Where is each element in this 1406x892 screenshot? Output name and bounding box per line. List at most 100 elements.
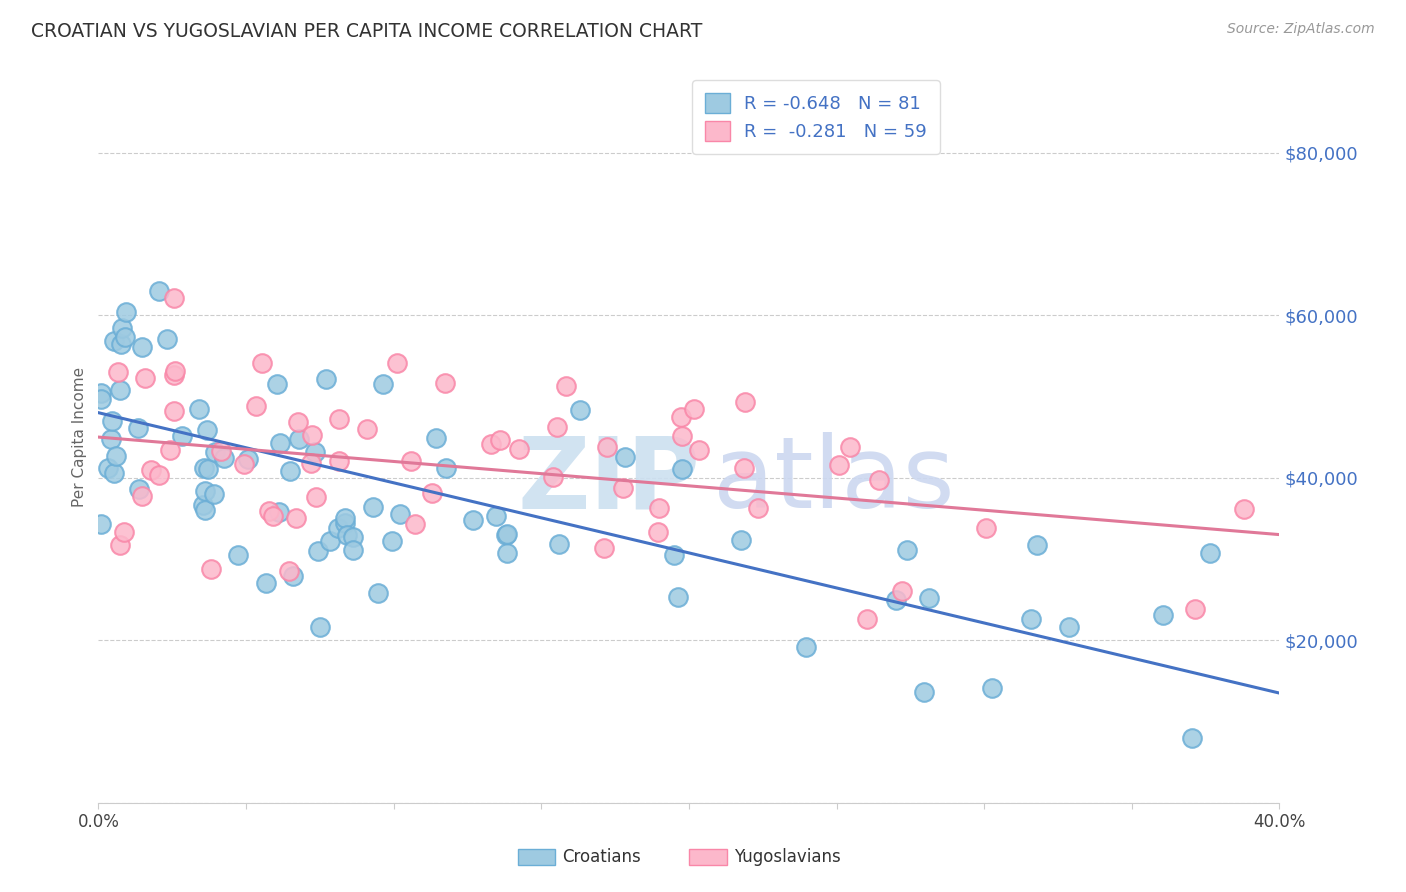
Point — [309, 620, 332, 634]
Point — [495, 546, 517, 560]
Text: Source: ZipAtlas.com: Source: ZipAtlas.com — [1227, 22, 1375, 37]
Point — [434, 461, 457, 475]
Point — [108, 383, 131, 397]
Point — [226, 549, 249, 563]
FancyBboxPatch shape — [689, 849, 727, 865]
Point — [912, 684, 935, 698]
Point — [662, 548, 685, 562]
Point — [108, 538, 131, 552]
Point — [103, 466, 125, 480]
Point — [111, 321, 134, 335]
Point — [318, 533, 340, 548]
Point — [128, 482, 150, 496]
Point — [257, 504, 280, 518]
Point — [361, 500, 384, 514]
Point — [666, 590, 689, 604]
Point — [277, 565, 299, 579]
Point — [855, 612, 877, 626]
Point — [193, 460, 215, 475]
Point — [342, 530, 364, 544]
Point — [1233, 501, 1256, 516]
Point — [148, 285, 170, 299]
Point — [101, 414, 124, 428]
Point — [328, 412, 350, 426]
Point — [299, 456, 322, 470]
Point — [107, 365, 129, 379]
Point — [839, 440, 862, 454]
Point — [671, 429, 693, 443]
Text: Yugoslavians: Yugoslavians — [734, 848, 841, 866]
Point — [269, 506, 291, 520]
Point — [148, 467, 170, 482]
Point — [262, 509, 284, 524]
Point — [156, 332, 179, 346]
Point — [891, 584, 914, 599]
Point — [141, 463, 163, 477]
Point — [896, 542, 918, 557]
Point — [884, 593, 907, 607]
Point — [245, 399, 267, 413]
Point — [463, 513, 485, 527]
Point — [648, 501, 671, 516]
Point — [212, 450, 235, 465]
Point — [333, 511, 356, 525]
Point — [305, 490, 328, 504]
Point — [541, 470, 564, 484]
Point — [385, 355, 408, 369]
Point — [614, 450, 637, 465]
Point — [794, 640, 817, 654]
Point — [734, 394, 756, 409]
Point — [90, 385, 112, 400]
Point — [90, 392, 112, 406]
Point — [131, 489, 153, 503]
Point — [1019, 612, 1042, 626]
Point — [97, 461, 120, 475]
Point — [134, 371, 156, 385]
Point — [100, 432, 122, 446]
Point — [554, 378, 576, 392]
Point — [211, 443, 233, 458]
Point — [596, 440, 619, 454]
Point — [204, 445, 226, 459]
Point — [683, 401, 706, 416]
Point — [671, 462, 693, 476]
Point — [103, 334, 125, 348]
Point — [399, 454, 422, 468]
Text: atlas: atlas — [713, 433, 955, 530]
Point — [301, 427, 323, 442]
Point — [733, 460, 755, 475]
Point — [356, 421, 378, 435]
Point — [828, 458, 851, 473]
Point — [238, 452, 260, 467]
Point — [278, 464, 301, 478]
Point — [328, 521, 350, 535]
Point — [747, 500, 769, 515]
Point — [112, 525, 135, 540]
Point — [981, 681, 1004, 695]
Y-axis label: Per Capita Income: Per Capita Income — [72, 367, 87, 508]
Point — [342, 543, 364, 558]
Point — [868, 473, 890, 487]
Point — [647, 524, 669, 539]
Point — [568, 403, 591, 417]
Point — [1059, 620, 1081, 634]
Point — [918, 591, 941, 605]
Point — [304, 445, 326, 459]
Point — [546, 419, 568, 434]
Point — [188, 402, 211, 417]
FancyBboxPatch shape — [517, 849, 555, 865]
Point — [163, 404, 186, 418]
Point — [1025, 538, 1047, 552]
Point — [197, 462, 219, 476]
Point — [114, 330, 136, 344]
Point — [194, 483, 217, 498]
Point — [1184, 602, 1206, 616]
Point — [547, 537, 569, 551]
Point — [1199, 546, 1222, 560]
Point — [287, 416, 309, 430]
Point — [422, 486, 444, 500]
Point — [307, 544, 329, 558]
Point — [233, 457, 256, 471]
Point — [285, 510, 308, 524]
Point — [105, 449, 128, 463]
